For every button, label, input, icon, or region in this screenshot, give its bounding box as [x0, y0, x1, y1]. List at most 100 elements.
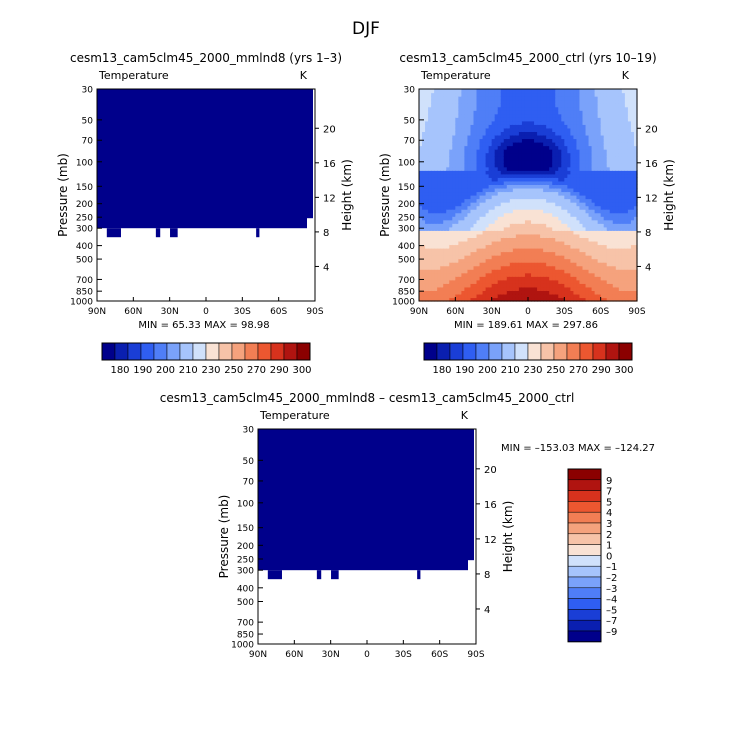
field-cell	[630, 170, 635, 175]
field-cell	[461, 251, 466, 256]
field-cell	[422, 240, 426, 246]
field-cell	[467, 187, 472, 193]
field-cell	[633, 124, 638, 129]
field-cell	[612, 276, 617, 281]
pressure-tick-label: 400	[398, 242, 415, 252]
field-cell	[461, 113, 466, 118]
field-cell	[603, 163, 608, 168]
field-cell	[612, 283, 617, 288]
field-cell	[470, 286, 475, 291]
field-cell	[600, 248, 605, 253]
field-cell	[485, 198, 490, 203]
field-cell	[630, 297, 635, 302]
field-cell	[476, 276, 481, 281]
field-cell	[452, 240, 456, 246]
field-cell	[512, 106, 517, 111]
field-cell	[497, 223, 502, 228]
field-cell	[455, 177, 459, 182]
field-cell	[425, 187, 429, 193]
field-cell	[573, 177, 578, 182]
field-cell	[509, 117, 514, 122]
field-cell	[476, 212, 481, 217]
field-cell	[549, 184, 553, 189]
field-cell	[573, 187, 578, 193]
field-cell	[440, 198, 444, 203]
field-cell	[491, 187, 496, 193]
colorbar-label: –9	[606, 627, 617, 638]
field-cell	[473, 92, 478, 97]
field-cell	[485, 145, 490, 150]
field-cell	[540, 258, 544, 263]
field-cell	[534, 283, 538, 288]
field-cell	[434, 262, 438, 267]
field-cell	[473, 233, 478, 238]
field-cell	[552, 152, 556, 157]
field-cell	[425, 219, 429, 224]
field-cell	[624, 202, 629, 207]
field-cell	[524, 258, 529, 263]
field-cell	[552, 202, 556, 207]
field-cell	[488, 127, 493, 132]
field-cell	[618, 180, 623, 185]
field-cell	[615, 251, 620, 256]
field-cell	[503, 290, 508, 295]
field-cell	[573, 202, 578, 207]
field-cell	[443, 166, 447, 171]
field-cell	[573, 92, 578, 97]
field-cell	[434, 134, 438, 140]
field-cell	[482, 248, 487, 253]
field-cell	[630, 216, 635, 221]
field-cell	[437, 209, 441, 214]
field-cell	[503, 219, 508, 224]
field-cell	[422, 117, 426, 122]
field-cell	[503, 223, 508, 228]
field-cell	[473, 163, 478, 168]
field-cell	[494, 117, 499, 122]
field-cell	[594, 240, 599, 246]
field-cell	[585, 166, 590, 171]
field-cell	[627, 216, 632, 221]
field-cell	[512, 131, 517, 136]
field-cell	[422, 99, 426, 104]
field-cell	[618, 290, 623, 295]
field-cell	[467, 99, 472, 104]
field-cell	[425, 297, 429, 302]
field-cell	[597, 138, 602, 143]
field-cell	[630, 184, 635, 189]
field-cell	[567, 103, 571, 108]
field-cell	[585, 293, 590, 299]
field-cell	[449, 216, 453, 221]
field-cell	[461, 258, 466, 263]
field-cell	[615, 244, 620, 249]
field-cell	[555, 251, 559, 256]
field-cell	[528, 103, 532, 108]
field-cell	[588, 163, 593, 168]
field-cell	[600, 134, 605, 140]
field-cell	[594, 110, 599, 115]
field-cell	[594, 163, 599, 168]
field-cell	[497, 163, 502, 168]
field-cell	[561, 293, 565, 299]
field-cell	[552, 159, 556, 164]
field-cell	[600, 131, 605, 136]
field-cell	[488, 293, 493, 299]
field-spot	[170, 228, 178, 238]
field-cell	[458, 156, 462, 161]
field-cell	[446, 290, 450, 295]
field-cell	[543, 173, 547, 178]
field-cell	[606, 142, 611, 147]
field-cell	[615, 106, 620, 111]
colorbar-swatch	[423, 342, 438, 361]
field-cell	[627, 279, 632, 284]
field-cell	[582, 117, 587, 122]
field-cell	[422, 212, 426, 217]
field-cell	[449, 237, 453, 242]
field-cell	[419, 286, 423, 291]
field-cell	[488, 138, 493, 143]
field-cell	[606, 240, 611, 246]
field-cell	[531, 127, 535, 132]
field-cell	[546, 177, 550, 182]
field-cell	[573, 156, 578, 161]
field-cell	[428, 159, 432, 164]
field-cell	[497, 216, 502, 221]
